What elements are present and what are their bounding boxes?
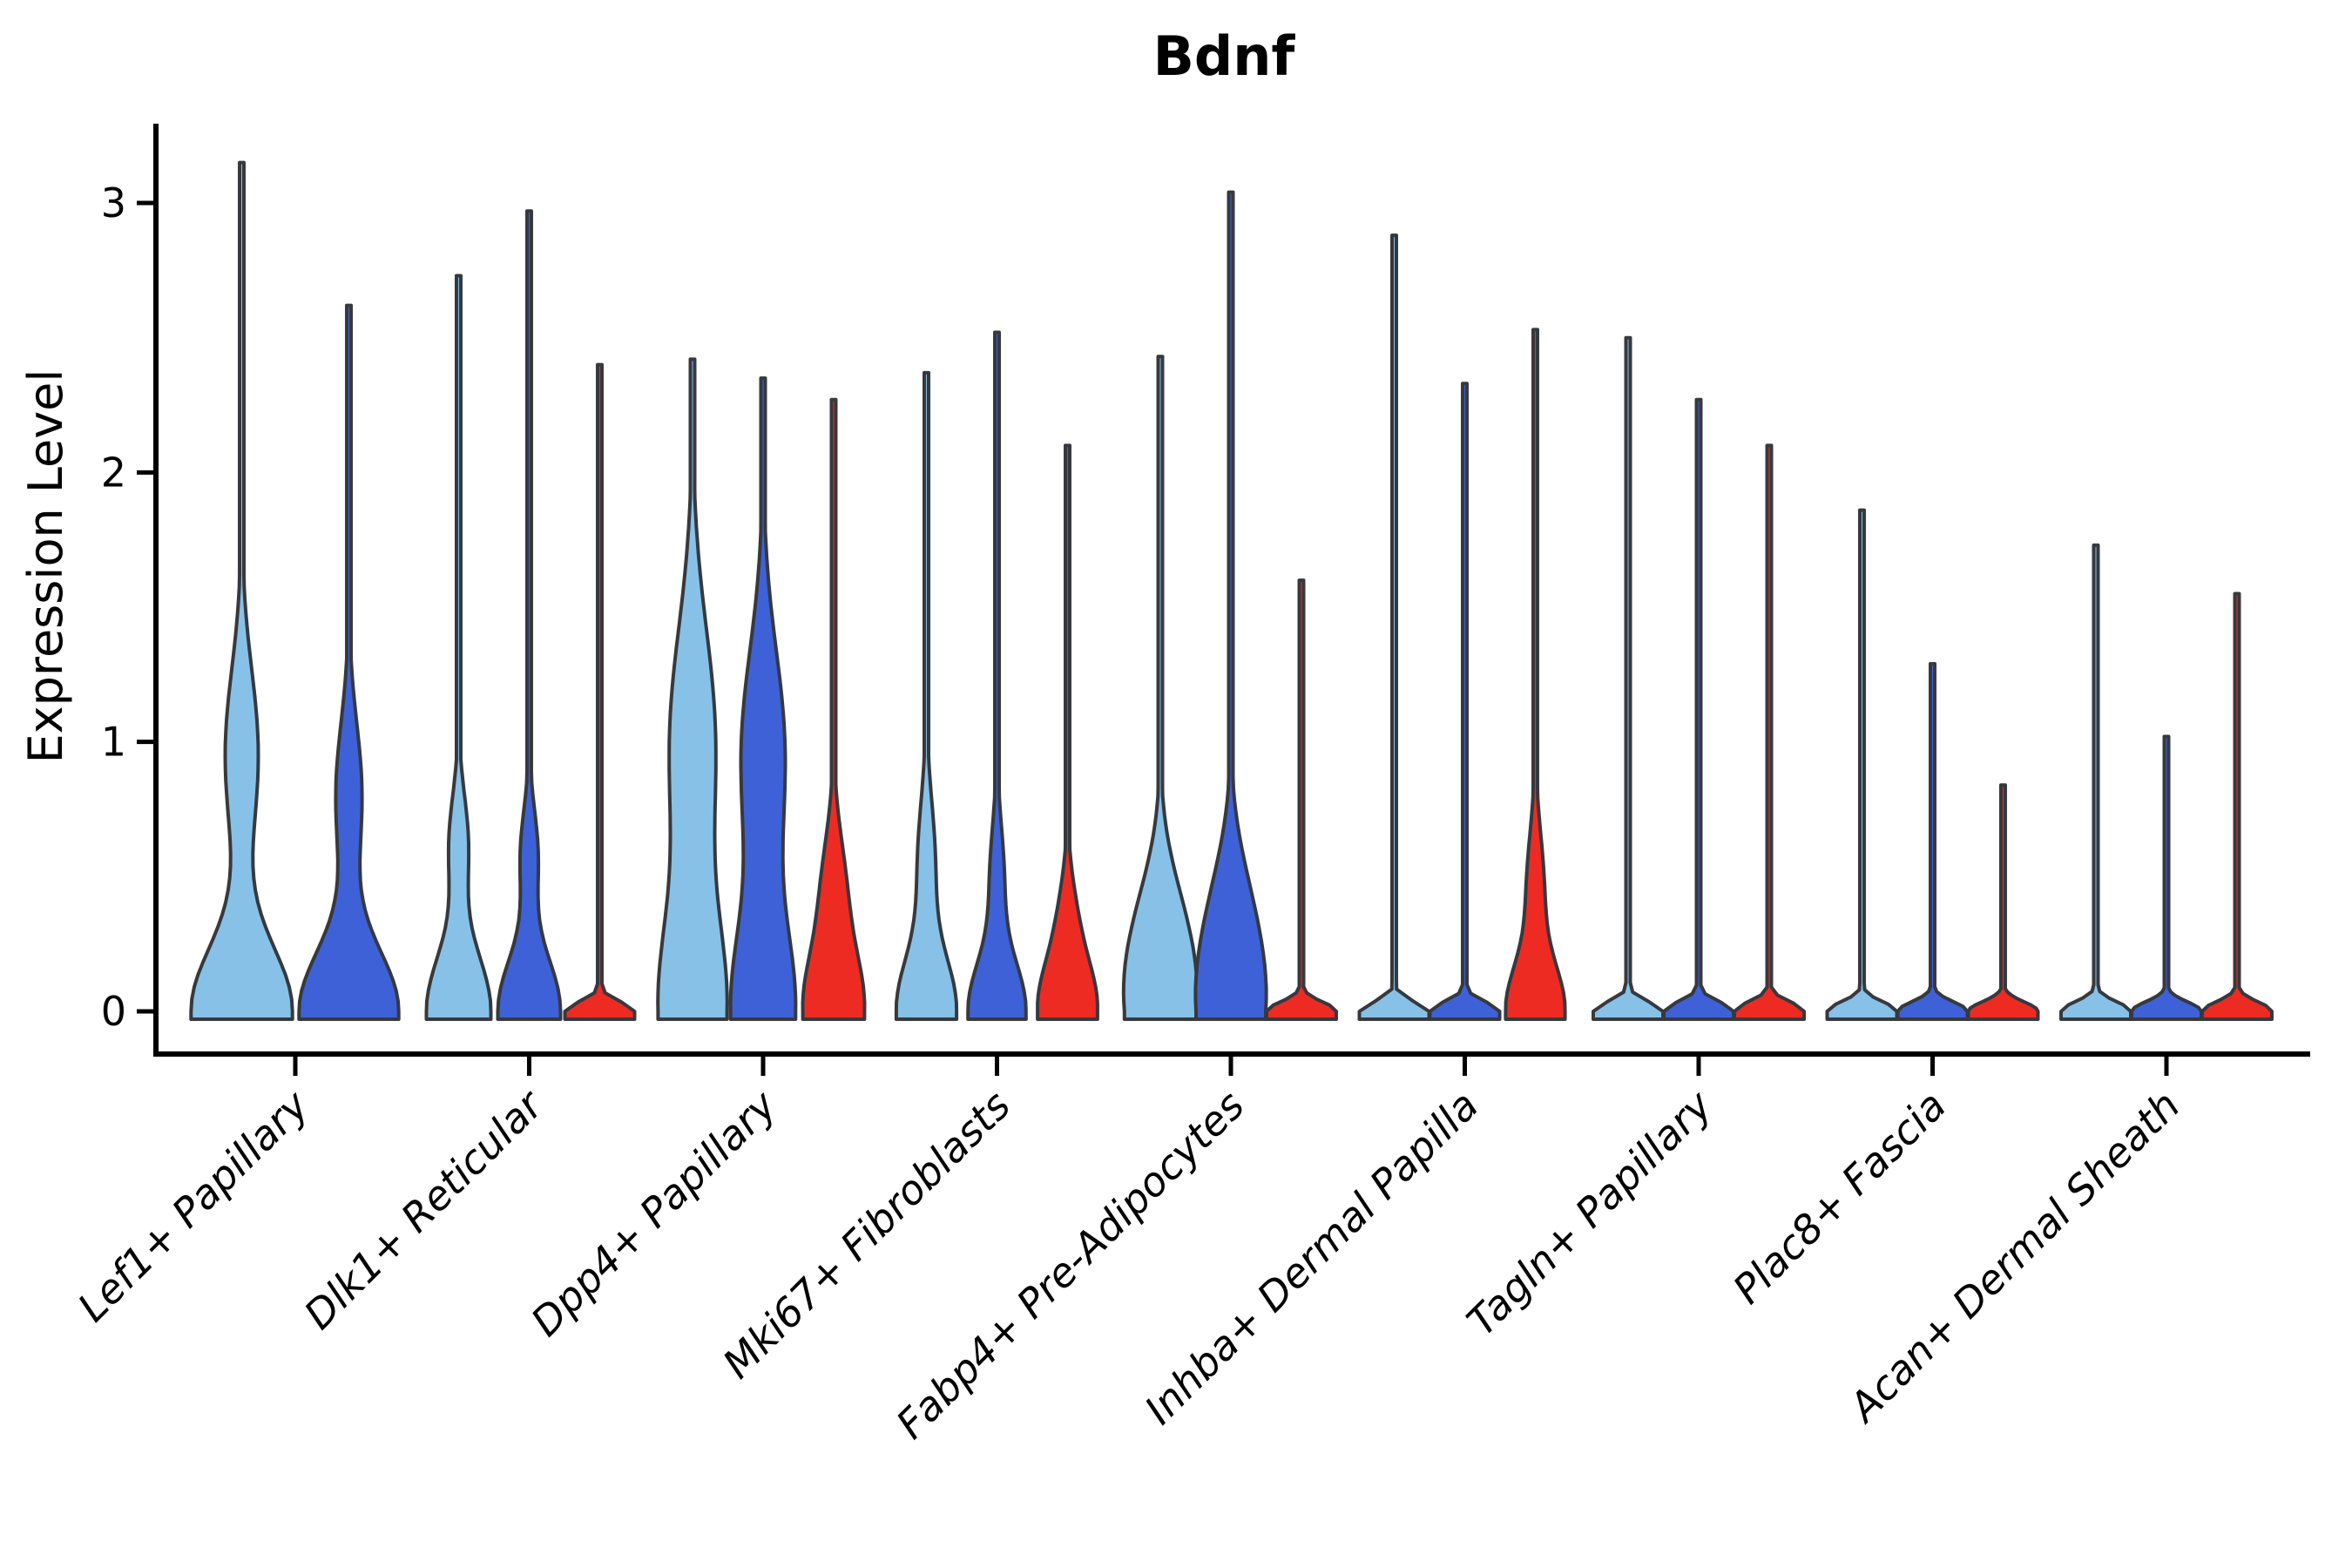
y-tick-label: 3 [101,179,126,226]
violin-lightblue-tagln-papillary [1592,335,1665,1021]
violin-darkblue-dpp4-papillary [728,376,798,1021]
y-tick-label: 2 [101,449,126,496]
violin-darkblue-plac8-fascia [1896,662,1970,1021]
violin-darkblue-tagln-papillary [1662,397,1735,1021]
y-tick-label: 0 [101,988,126,1035]
violin-darkblue-acan-dermal-sheath [2130,734,2203,1021]
x-tick-label: Dpp4+ Papillary [522,1081,786,1345]
violin-red-inhba-dermal-papilla [1504,328,1567,1021]
violin-lightblue-fabp4-pre-adipocytes [1121,355,1200,1021]
violin-red-mki67-fibroblasts [1036,443,1099,1021]
violin-darkblue-lef1-papillary [297,303,401,1021]
violin-red-dpp4-papillary [801,397,867,1021]
violin-red-acan-dermal-sheath [2200,591,2274,1021]
violin-lightblue-mki67-fibroblasts [894,370,959,1021]
x-tick-label: Lef1+ Papillary [69,1081,318,1330]
violin-red-fabp4-pre-adipocytes [1265,578,1338,1021]
violin-red-plac8-fascia [1966,783,2040,1021]
violin-lightblue-lef1-papillary [189,160,294,1021]
violin-lightblue-dpp4-papillary [656,357,729,1021]
violin-red-dlk1-reticular [563,362,637,1021]
x-tick-label: Tagln+ Papillary [1457,1081,1721,1345]
x-tick-label: Dlk1+ Reticular [295,1079,554,1338]
x-tick-label: Plac8+ Fascia [1724,1082,1955,1313]
violin-lightblue-acan-dermal-sheath [2059,543,2132,1021]
y-tick-label: 1 [101,719,126,766]
violin-darkblue-inhba-dermal-papilla [1428,382,1502,1021]
violin-lightblue-plac8-fascia [1825,508,1899,1021]
violin-red-tagln-papillary [1733,443,1806,1021]
violin-darkblue-fabp4-pre-adipocytes [1193,190,1268,1021]
chart-title: Bdnf [1152,24,1295,88]
violin-darkblue-mki67-fibroblasts [966,330,1028,1021]
violin-lightblue-dlk1-reticular [424,274,493,1021]
violin-darkblue-dlk1-reticular [496,209,563,1021]
violin-lightblue-inhba-dermal-papilla [1357,233,1431,1021]
y-axis-title: Expression Level [18,368,73,764]
